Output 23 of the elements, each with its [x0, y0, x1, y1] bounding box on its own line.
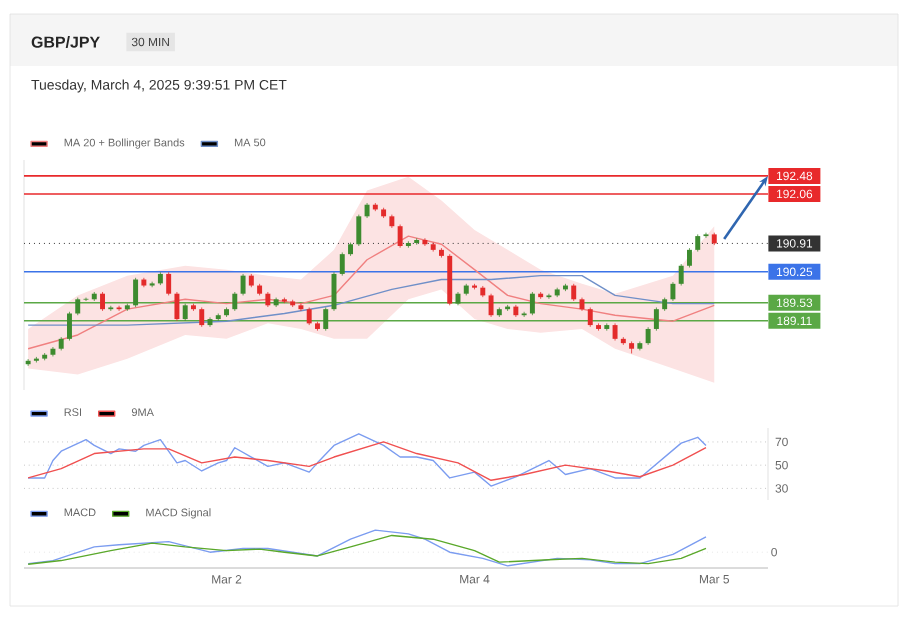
candlestick	[174, 291, 180, 322]
candlestick	[298, 303, 304, 312]
candlestick	[587, 307, 593, 328]
candlestick	[323, 307, 329, 332]
candlestick	[686, 247, 692, 268]
candlestick	[66, 311, 72, 341]
candlestick	[166, 271, 172, 296]
candlestick	[240, 273, 246, 296]
candlestick	[488, 293, 494, 318]
candlestick	[397, 224, 403, 249]
candlestick	[653, 307, 659, 332]
candlestick	[232, 291, 238, 312]
candlestick	[133, 277, 139, 308]
line-series	[27, 441, 707, 481]
candlestick	[422, 237, 428, 247]
candlestick	[100, 291, 106, 312]
candlestick	[339, 252, 345, 277]
candlestick	[447, 253, 453, 306]
candlestick	[670, 281, 676, 302]
candlestick	[199, 307, 205, 328]
candlestick	[678, 263, 684, 286]
candlestick	[356, 214, 362, 247]
candlestick	[529, 291, 535, 316]
